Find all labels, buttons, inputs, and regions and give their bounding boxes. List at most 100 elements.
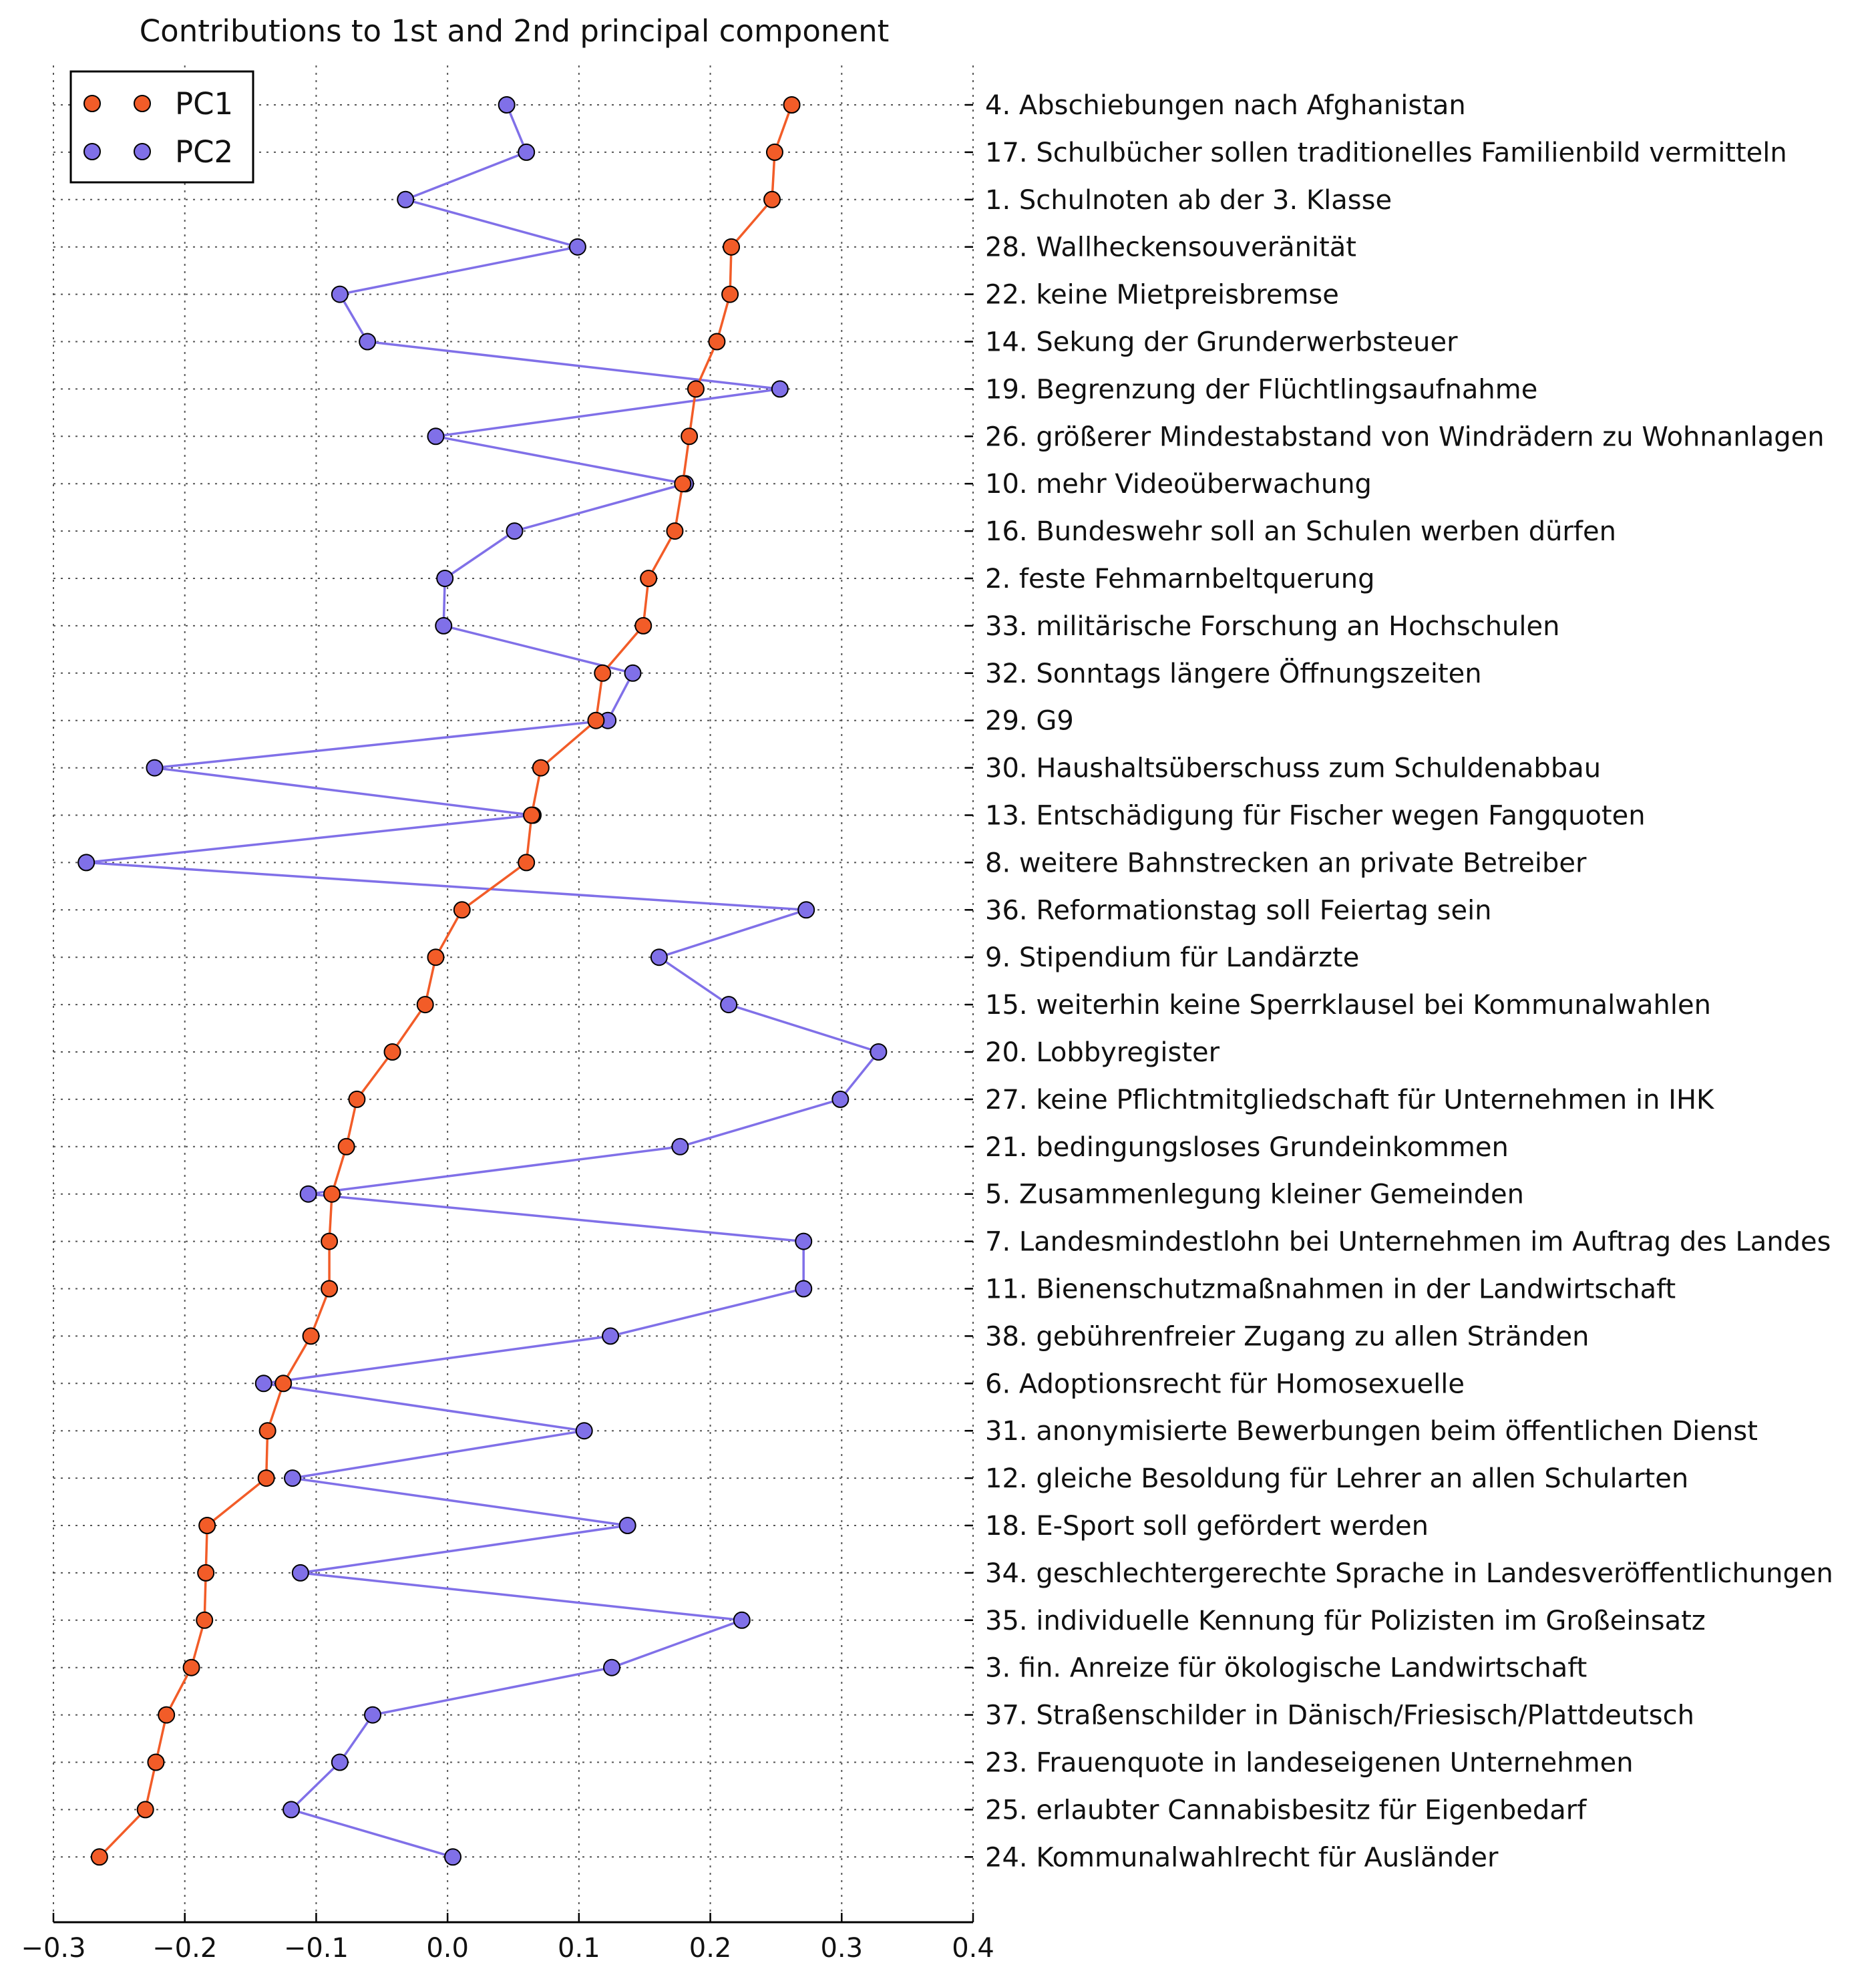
legend-label: PC2 <box>175 134 233 170</box>
category-label: 24. Kommunalwahlrecht für Ausländer <box>985 1842 1499 1873</box>
x-tick-label: 0.1 <box>558 1933 600 1964</box>
category-label: 15. weiterhin keine Sperrklausel bei Kom… <box>985 990 1711 1021</box>
x-tick-label: −0.1 <box>284 1933 349 1964</box>
pc1-point <box>723 238 741 256</box>
pc1-point <box>321 1280 339 1298</box>
category-label: 36. Reformationstag soll Feiertag sein <box>985 895 1492 926</box>
category-label: 35. individuelle Kennung für Polizisten … <box>985 1606 1706 1636</box>
category-label: 27. keine Pflichtmitgliedschaft für Unte… <box>985 1085 1715 1115</box>
category-label: 8. weitere Bahnstrecken an private Betre… <box>985 848 1587 878</box>
pc2-point <box>733 1611 751 1629</box>
x-tick-label: 0.4 <box>952 1933 994 1964</box>
category-label: 11. Bienenschutzmaßnahmen in der Landwir… <box>985 1274 1676 1305</box>
pc2-point <box>427 427 445 445</box>
pc1-point <box>427 948 445 966</box>
legend-label: PC1 <box>175 86 233 122</box>
pc1-point <box>453 901 471 919</box>
category-label: 21. bedingungsloses Grundeinkommen <box>985 1132 1509 1163</box>
pc2-point <box>618 1517 636 1534</box>
axes-layer <box>52 104 974 1924</box>
pc1-point <box>274 1375 293 1393</box>
category-label: 13. Entschädigung für Fischer wegen Fang… <box>985 801 1646 832</box>
pc2-point <box>575 1422 593 1440</box>
pc1-point <box>687 380 705 398</box>
pc1-point <box>147 1753 165 1771</box>
x-tick-label: 0.0 <box>426 1933 469 1964</box>
pc2-point <box>331 1753 349 1771</box>
category-label: 9. Stipendium für Landärzte <box>985 942 1359 973</box>
pc2-point <box>435 616 453 635</box>
pc2-point <box>870 1043 888 1061</box>
category-label: 28. Wallheckensouveränität <box>985 232 1356 263</box>
pc1-line <box>98 104 793 1858</box>
pc2-point <box>831 1090 850 1108</box>
category-label: 10. mehr Videoüberwachung <box>985 469 1372 500</box>
category-label: 1. Schulnoten ab der 3. Klasse <box>985 185 1392 216</box>
category-label: 3. fin. Anreize für ökologische Landwirt… <box>985 1653 1587 1684</box>
category-label: 38. gebührenfreier Zugang zu allen Strän… <box>985 1321 1589 1352</box>
pc2-point <box>602 1327 620 1345</box>
x-tick-label: −0.2 <box>152 1933 217 1964</box>
legend-marker-pc2 <box>134 143 151 160</box>
pc2-point <box>650 948 668 966</box>
category-label: 33. militärische Forschung an Hochschule… <box>985 611 1559 642</box>
pc2-point <box>299 1185 317 1203</box>
pc2-point <box>797 901 815 919</box>
pc2-point <box>283 1801 301 1819</box>
x-tick-label: 0.2 <box>689 1933 732 1964</box>
pc2-point <box>331 285 349 303</box>
pc1-point <box>302 1327 320 1345</box>
pc1-point <box>763 190 781 208</box>
pc2-point <box>77 854 96 872</box>
x-tick-label: −0.3 <box>21 1933 85 1964</box>
pc1-point <box>258 1422 276 1440</box>
pc2-line <box>85 104 880 1858</box>
pc2-point <box>720 996 738 1014</box>
pc2-point <box>671 1137 689 1155</box>
pc1-point <box>323 1185 341 1203</box>
pc1-point <box>523 806 541 824</box>
pc2-point <box>624 664 642 682</box>
legend-marker-pc1 <box>83 95 101 112</box>
category-label: 37. Straßenschilder in Dänisch/Friesisch… <box>985 1700 1694 1731</box>
category-label: 29. G9 <box>985 706 1074 737</box>
pc2-point <box>359 333 377 351</box>
pc1-point <box>783 96 801 114</box>
pc1-point <box>640 570 658 587</box>
category-label: 12. gleiche Besoldung für Lehrer an alle… <box>985 1463 1688 1494</box>
category-label: 17. Schulbücher sollen traditionelles Fa… <box>985 138 1787 168</box>
legend-frame <box>69 70 254 184</box>
pc1-point <box>634 616 652 635</box>
pc2-point <box>506 522 524 540</box>
category-label: 16. Bundeswehr soll an Schulen werben dü… <box>985 516 1616 547</box>
category-label: 26. größerer Mindestabstand von Windräde… <box>985 421 1825 452</box>
pc2-point <box>498 96 516 114</box>
pc2-point <box>364 1706 382 1724</box>
category-label: 14. Sekung der Grunderwerbsteuer <box>985 327 1458 358</box>
chart-title: Contributions to 1st and 2nd principal c… <box>140 13 890 49</box>
pc2-point <box>284 1469 302 1487</box>
category-label: 7. Landesmindestlohn bei Unternehmen im … <box>985 1227 1831 1258</box>
pc2-point <box>436 570 454 587</box>
category-label: 32. Sonntags längere Öffnungszeiten <box>985 657 1482 689</box>
pc1-point <box>674 475 692 493</box>
pc1-point <box>383 1043 401 1061</box>
category-label: 31. anonymisierte Bewerbungen beim öffen… <box>985 1416 1758 1447</box>
x-tick-labels: −0.3 −0.2 −0.1 0.0 0.1 0.2 0.3 0.4 <box>21 1933 994 1964</box>
pc1-point <box>182 1658 200 1676</box>
category-label: 22. keine Mietpreisbremse <box>985 280 1339 311</box>
category-label: 5. Zusammenlegung kleiner Gemeinden <box>985 1180 1524 1210</box>
legend-marker-pc2 <box>83 143 101 160</box>
pc2-point <box>291 1564 309 1582</box>
pc1-point <box>196 1611 214 1629</box>
pc2-point <box>603 1658 621 1676</box>
pc2-point <box>254 1375 272 1393</box>
pc1-point <box>681 427 699 445</box>
category-label: 6. Adoptionsrecht für Homosexuelle <box>985 1369 1465 1399</box>
pc1-point <box>594 664 612 682</box>
pc1-point <box>721 285 739 303</box>
category-label: 4. Abschiebungen nach Afghanistan <box>985 90 1466 121</box>
pc2-point <box>771 380 789 398</box>
